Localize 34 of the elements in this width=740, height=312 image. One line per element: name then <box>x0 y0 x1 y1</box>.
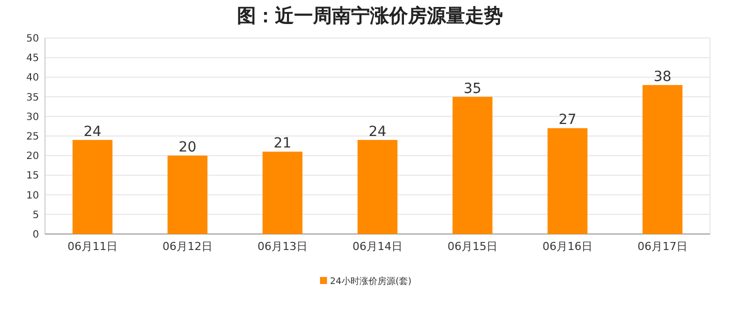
bar <box>548 128 588 234</box>
y-tick-label: 45 <box>26 53 39 64</box>
y-tick-label: 5 <box>32 210 39 221</box>
y-tick-label: 35 <box>26 92 39 104</box>
y-tick-label: 20 <box>26 151 39 162</box>
data-label: 21 <box>274 136 292 152</box>
bar <box>262 152 302 234</box>
y-tick-label: 15 <box>26 170 39 182</box>
data-label: 35 <box>464 80 482 97</box>
data-label: 38 <box>654 69 672 86</box>
y-tick-label: 25 <box>26 132 39 142</box>
x-tick-label: 06月12日 <box>162 240 212 253</box>
data-label: 24 <box>84 124 102 140</box>
chart-title: 图：近一周南宁涨价房源量走势 <box>237 5 503 27</box>
y-tick-label: 30 <box>26 112 39 123</box>
y-tick-label: 50 <box>26 34 39 44</box>
data-label: 24 <box>368 124 386 140</box>
x-tick-label: 06月11日 <box>68 240 118 253</box>
bar <box>168 156 208 234</box>
data-label: 20 <box>178 140 196 156</box>
bar <box>642 85 682 234</box>
bar <box>452 96 492 234</box>
x-tick-label: 06月14日 <box>352 240 402 253</box>
bar <box>358 140 398 234</box>
y-tick-label: 10 <box>26 190 39 202</box>
x-tick-label: 06月16日 <box>542 240 592 253</box>
y-tick-label: 0 <box>32 230 39 240</box>
x-tick-label: 06月15日 <box>448 240 498 253</box>
legend-label: 24小时涨价房源(套) <box>330 276 412 287</box>
bar <box>72 140 112 234</box>
x-tick-label: 06月13日 <box>258 240 308 253</box>
x-tick-label: 06月17日 <box>638 240 688 253</box>
y-tick-label: 40 <box>26 72 39 84</box>
data-label: 27 <box>558 112 576 128</box>
